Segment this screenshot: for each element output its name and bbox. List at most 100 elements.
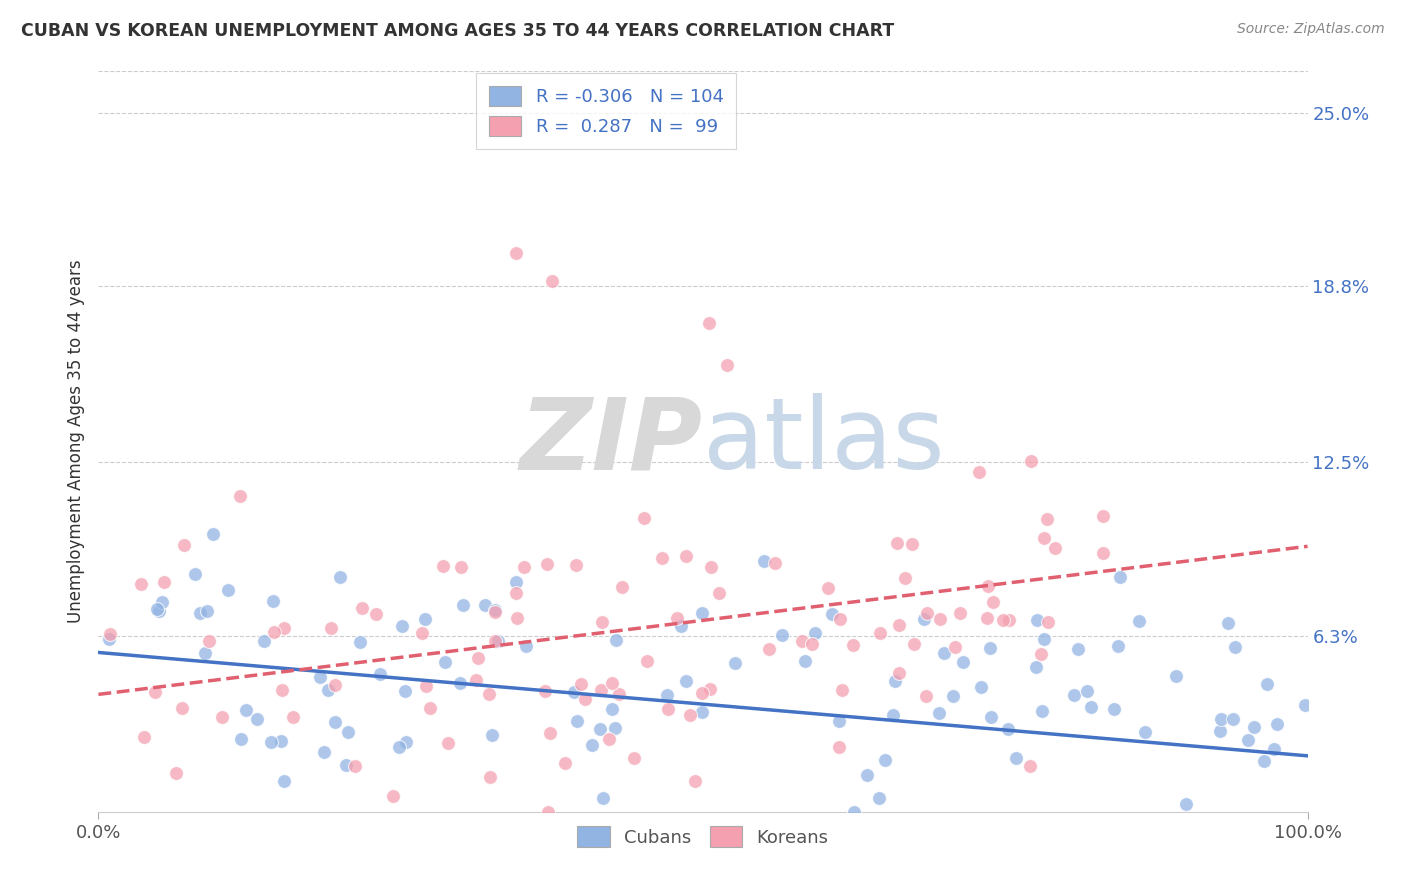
Point [976, 611, 998, 625]
Point [309, 670, 332, 684]
Point [697, 316, 720, 330]
Point [997, 722, 1019, 736]
Point [828, 714, 851, 729]
Point [413, 612, 436, 626]
Point [882, 707, 904, 722]
Point [1294, 698, 1316, 712]
Point [980, 710, 1002, 724]
Point [1253, 754, 1275, 768]
Point [540, 274, 562, 288]
Point [184, 567, 207, 582]
Point [1243, 721, 1265, 735]
Y-axis label: Unemployment Among Ages 35 to 44 years: Unemployment Among Ages 35 to 44 years [66, 260, 84, 624]
Point [569, 677, 592, 691]
Point [263, 624, 285, 639]
Point [143, 685, 166, 699]
Point [434, 655, 457, 669]
Point [993, 613, 1015, 627]
Point [828, 739, 851, 754]
Point [335, 758, 357, 772]
Point [598, 732, 620, 747]
Point [942, 689, 965, 703]
Point [474, 599, 496, 613]
Point [724, 657, 747, 671]
Point [484, 633, 506, 648]
Point [887, 665, 910, 680]
Point [1025, 660, 1047, 674]
Point [875, 753, 897, 767]
Point [830, 612, 852, 626]
Point [515, 639, 537, 653]
Point [589, 722, 612, 736]
Point [173, 538, 195, 552]
Point [478, 770, 501, 784]
Point [505, 246, 527, 260]
Point [979, 640, 1001, 655]
Point [948, 606, 970, 620]
Point [943, 640, 966, 655]
Point [591, 615, 613, 630]
Point [675, 549, 697, 563]
Point [1107, 639, 1129, 653]
Point [344, 759, 367, 773]
Point [600, 676, 623, 690]
Legend: Cubans, Koreans: Cubans, Koreans [571, 819, 835, 855]
Point [675, 673, 697, 688]
Point [337, 725, 360, 739]
Point [821, 607, 844, 621]
Point [636, 654, 658, 668]
Point [1063, 688, 1085, 702]
Point [928, 706, 950, 720]
Point [253, 633, 276, 648]
Point [605, 633, 627, 648]
Point [370, 667, 392, 681]
Point [505, 586, 527, 600]
Point [1091, 546, 1114, 560]
Point [917, 606, 939, 620]
Point [350, 601, 373, 615]
Point [1043, 541, 1066, 555]
Point [366, 607, 388, 621]
Point [165, 765, 187, 780]
Point [900, 537, 922, 551]
Point [316, 683, 339, 698]
Point [903, 637, 925, 651]
Point [967, 465, 990, 479]
Point [506, 611, 529, 625]
Text: Source: ZipAtlas.com: Source: ZipAtlas.com [1237, 22, 1385, 37]
Point [886, 536, 908, 550]
Point [484, 605, 506, 619]
Point [481, 728, 503, 742]
Point [683, 774, 706, 789]
Point [1102, 702, 1125, 716]
Point [229, 490, 252, 504]
Point [665, 611, 688, 625]
Point [211, 709, 233, 723]
Point [758, 642, 780, 657]
Point [592, 790, 614, 805]
Point [1256, 677, 1278, 691]
Point [1004, 751, 1026, 765]
Point [915, 689, 938, 703]
Point [273, 622, 295, 636]
Point [1067, 642, 1090, 657]
Point [817, 581, 839, 595]
Point [1031, 704, 1053, 718]
Point [536, 557, 558, 571]
Point [983, 595, 1005, 609]
Point [970, 681, 993, 695]
Point [197, 633, 219, 648]
Point [235, 703, 257, 717]
Point [323, 678, 346, 692]
Point [790, 634, 813, 648]
Point [1033, 531, 1056, 545]
Point [194, 646, 217, 660]
Point [1222, 712, 1244, 726]
Point [609, 687, 631, 701]
Point [1036, 615, 1059, 629]
Point [195, 604, 218, 618]
Point [419, 701, 441, 715]
Point [831, 683, 853, 698]
Point [562, 685, 585, 699]
Point [605, 721, 627, 735]
